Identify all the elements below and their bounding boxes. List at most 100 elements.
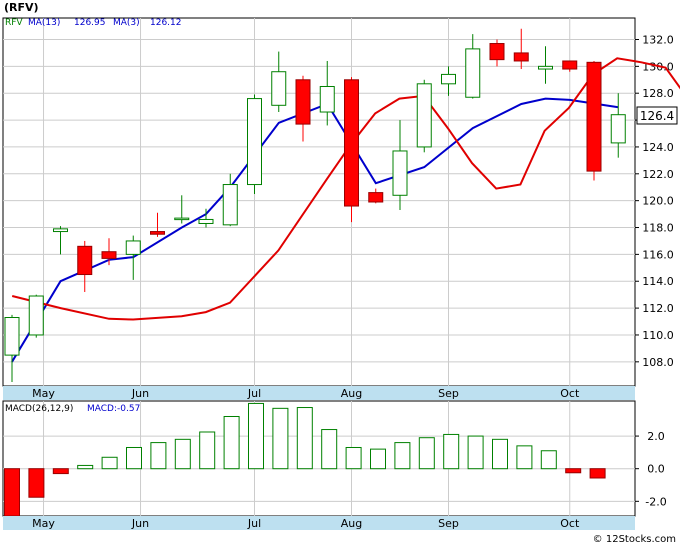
macd-bar-positive bbox=[223, 415, 240, 470]
macd-bar-negative bbox=[589, 468, 606, 479]
macd-bar-negative bbox=[52, 468, 69, 475]
macd-bar-positive bbox=[418, 437, 435, 470]
macd-x-tick-label: Aug bbox=[341, 517, 362, 530]
candle-body-up bbox=[319, 85, 335, 113]
macd-x-tick-label: Sep bbox=[438, 517, 459, 530]
price-y-tick-label: 114.0 bbox=[642, 275, 674, 288]
candle-body-up bbox=[247, 98, 262, 186]
candle-body-up bbox=[125, 240, 141, 255]
macd-x-tick-label: May bbox=[32, 517, 55, 530]
macd-x-axis-band bbox=[3, 516, 635, 530]
candle-body-down bbox=[344, 79, 359, 207]
legend-ma3-label: MA(3) bbox=[113, 18, 140, 28]
candle-body-down bbox=[101, 251, 117, 259]
macd-bar-positive bbox=[443, 433, 460, 470]
watermark: © 12Stocks.com bbox=[593, 534, 676, 545]
candle-body-down bbox=[513, 52, 529, 62]
macd-bar-positive bbox=[394, 442, 411, 470]
price-x-tick-label: Oct bbox=[560, 387, 580, 400]
macd-bar-positive bbox=[248, 402, 264, 470]
candle bbox=[513, 28, 529, 70]
candle bbox=[538, 46, 553, 84]
candle bbox=[319, 60, 335, 126]
macd-y-axis: -2.0 0.0 2.0 bbox=[635, 430, 667, 508]
candle-body-down bbox=[368, 192, 384, 203]
macd-bar-negative bbox=[4, 468, 20, 517]
candle-body-up bbox=[441, 73, 456, 85]
macd-bar-positive bbox=[516, 445, 533, 470]
macd-x-axis: May Jun Jul Aug Sep Oct bbox=[32, 517, 580, 530]
legend-ma13-value: 126.95 bbox=[74, 18, 106, 28]
macd-y-tick-label: 0.0 bbox=[647, 463, 665, 476]
price-y-tick-label: 116.0 bbox=[642, 248, 674, 261]
macd-bar-positive bbox=[296, 407, 313, 470]
candle bbox=[125, 235, 141, 280]
candle-body-up bbox=[53, 228, 68, 233]
candle bbox=[368, 188, 384, 204]
candle-body-down bbox=[77, 245, 93, 276]
macd-bar-positive bbox=[77, 464, 94, 470]
macd-bars bbox=[4, 402, 606, 517]
macd-bar-positive bbox=[321, 429, 338, 470]
candle-body-down bbox=[295, 79, 311, 125]
price-x-tick-label: Jun bbox=[131, 387, 149, 400]
candle-body-down bbox=[489, 43, 505, 61]
candle bbox=[489, 39, 505, 67]
candle-body-up bbox=[271, 71, 287, 106]
candle bbox=[562, 60, 578, 72]
candle bbox=[77, 240, 93, 292]
candle-body-down bbox=[562, 60, 578, 70]
macd-x-tick-label: Jun bbox=[131, 517, 149, 530]
candle-body-up bbox=[222, 184, 238, 226]
candle-body-up bbox=[174, 217, 190, 221]
macd-panel-frame bbox=[2, 400, 636, 517]
price-y-tick-label: 120.0 bbox=[642, 195, 674, 208]
chart-title: (RFV) bbox=[4, 1, 39, 14]
candle bbox=[28, 294, 44, 338]
candle bbox=[465, 34, 481, 99]
macd-y-tick-label: -2.0 bbox=[645, 495, 666, 508]
macd-bar-positive bbox=[126, 446, 142, 470]
price-panel-frame bbox=[2, 17, 636, 387]
legend-ma13-label: MA(13) bbox=[28, 18, 60, 28]
candle-body-up bbox=[416, 83, 432, 148]
candle-body-up bbox=[28, 295, 44, 336]
macd-x-tick-label: Oct bbox=[560, 517, 580, 530]
price-y-tick-label: 112.0 bbox=[642, 302, 674, 315]
price-x-tick-label: Jul bbox=[247, 387, 261, 400]
price-y-tick-label: 132.0 bbox=[642, 33, 674, 46]
macd-bar-negative bbox=[565, 468, 582, 474]
candle bbox=[150, 212, 165, 237]
legend-ma3-value: 126.12 bbox=[150, 18, 182, 28]
candle bbox=[610, 93, 626, 158]
price-x-axis: May Jun Jul Aug Sep Oct bbox=[32, 387, 580, 400]
price-y-tick-label: 110.0 bbox=[642, 329, 674, 342]
candles bbox=[4, 28, 626, 382]
macd-y-tick-label: 2.0 bbox=[647, 430, 665, 443]
macd-params-label: MACD(26,12,9) bbox=[5, 404, 73, 414]
price-y-tick-label: 124.0 bbox=[642, 141, 674, 154]
candle bbox=[586, 60, 602, 181]
candle bbox=[4, 314, 20, 382]
legend-ticker: RFV bbox=[5, 18, 23, 28]
price-x-tick-label: Aug bbox=[341, 387, 362, 400]
price-y-tick-label: 128.0 bbox=[642, 87, 674, 100]
macd-value-label: MACD:-0.57 bbox=[87, 404, 140, 414]
macd-bar-positive bbox=[345, 446, 362, 470]
candle bbox=[101, 238, 117, 266]
price-y-tick-label: 108.0 bbox=[642, 356, 674, 369]
macd-x-tick-label: Jul bbox=[247, 517, 261, 530]
last-price-box bbox=[636, 106, 678, 125]
macd-bar-positive bbox=[174, 438, 191, 470]
macd-bar-negative bbox=[28, 468, 45, 498]
candle bbox=[271, 51, 287, 113]
candle bbox=[53, 226, 68, 255]
candle-body-up bbox=[392, 150, 408, 196]
candle-body-down bbox=[150, 231, 165, 235]
candle-body-up bbox=[538, 65, 553, 70]
price-x-tick-label: Sep bbox=[438, 387, 459, 400]
candle-body-up bbox=[4, 317, 20, 356]
macd-bar-positive bbox=[199, 431, 216, 470]
candle-body-down bbox=[586, 61, 602, 172]
